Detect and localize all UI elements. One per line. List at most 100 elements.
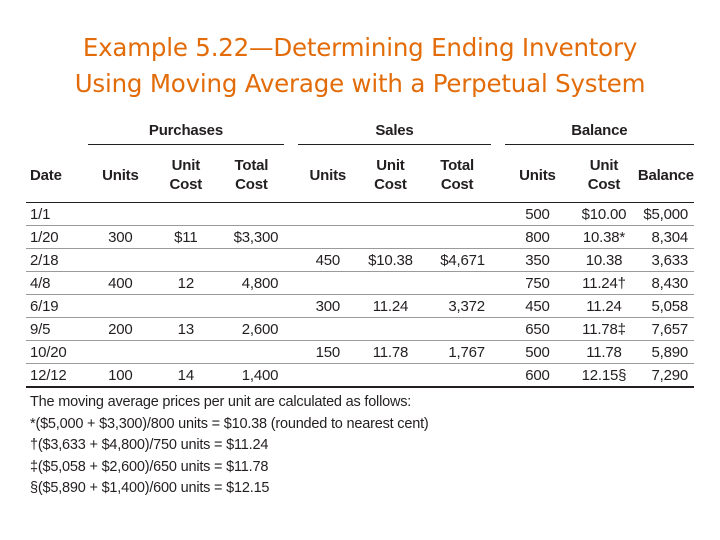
cell-p-unit-cost: 14 [177,366,194,384]
table-row: 4/8 400 12 4,800 750 11.24† 8,430 [26,272,694,295]
cell-b-unit-cost: $10.00 [581,205,627,223]
cell-s-units [298,318,358,341]
column-gap [284,249,298,272]
cell-p-units [88,203,153,226]
cell-p-total-cost [219,295,285,318]
cell-s-units: 150 [315,343,341,361]
cell-b-balance: 5,890 [651,343,688,361]
column-gap [491,272,505,295]
cell-b-unit-cost: 11.24 [586,297,622,315]
cell-s-units: 300 [315,297,341,315]
cell-p-units [88,249,153,272]
cell-s-unit-cost [358,226,424,249]
column-gap [284,318,298,341]
col-date: Date [30,166,62,184]
cell-b-balance: 3,633 [651,251,688,269]
group-sales: Sales [298,122,491,145]
cell-s-total-cost [423,272,491,295]
calculation-notes: The moving average prices per unit are c… [30,392,429,500]
note-line: †($3,633 + $4,800)/750 units = $11.24 [30,437,269,453]
cell-s-unit-cost [358,203,424,226]
column-header-row: Date Units Unit Cost Total Cost Units Un… [26,148,694,203]
cell-b-unit-cost: 12.15§ [581,366,627,384]
cell-b-balance: 7,657 [651,320,688,338]
note-line: *($5,000 + $3,300)/800 units = $10.38 (r… [30,415,429,432]
table-row: 1/1 500 $10.00 $5,000 [26,203,694,226]
column-gap [284,203,298,226]
cell-s-total-cost [423,364,491,388]
inventory-table: Purchases Sales Balance Date Units Unit … [26,118,694,388]
title-line-1: Example 5.22—Determining Ending Inventor… [82,33,638,62]
slide-title: Example 5.22—Determining Ending Inventor… [0,30,720,102]
cell-p-total-cost: $3,300 [233,228,279,246]
cell-b-unit-cost: 11.78‡ [582,320,626,338]
column-gap [491,341,505,364]
cell-s-units [298,203,358,226]
column-gap [284,364,298,388]
cell-date: 9/5 [30,320,51,338]
cell-p-units: 200 [108,320,133,338]
cell-b-unit-cost: 11.24† [582,274,626,292]
col-sales-total-cost: Total Cost [440,157,474,193]
column-gap [491,295,505,318]
cell-p-units [88,341,153,364]
col-balance-total: Balance [637,166,694,184]
table-row: 12/12 100 14 1,400 600 12.15§ 7,290 [26,364,694,388]
table-row: 9/5 200 13 2,600 650 11.78‡ 7,657 [26,318,694,341]
cell-s-unit-cost [358,272,424,295]
cell-b-unit-cost: 11.78 [586,343,622,361]
cell-p-total-cost: 1,400 [241,366,279,384]
column-gap [284,295,298,318]
cell-b-units: 350 [525,251,550,269]
notes-intro: The moving average prices per unit are c… [30,394,412,410]
group-balance: Balance [504,122,694,145]
cell-b-balance: 8,430 [651,274,688,292]
cell-b-units: 750 [525,274,550,292]
group-purchases: Purchases [87,122,285,145]
cell-p-units: 400 [108,274,133,292]
cell-p-unit-cost: 13 [177,320,194,338]
cell-b-units: 500 [525,343,550,361]
cell-date: 10/20 [30,343,67,361]
cell-b-units: 650 [525,320,550,338]
column-gap [284,272,298,295]
column-gap [491,249,505,272]
table-row: 1/20 300 $11 $3,300 800 10.38* 8,304 [26,226,694,249]
table-row: 6/19 300 11.24 3,372 450 11.24 5,058 [26,295,694,318]
col-balance-units: Units [519,166,556,184]
cell-p-total-cost [219,203,285,226]
cell-s-units: 450 [315,251,341,269]
note-line: ‡($5,058 + $2,600)/650 units = $11.78 [30,458,269,475]
cell-p-total-cost: 4,800 [241,274,279,292]
cell-date: 1/20 [30,228,59,246]
cell-b-units: 800 [525,228,550,246]
cell-b-unit-cost: 10.38 [585,251,623,269]
column-gap [284,226,298,249]
cell-s-total-cost [423,226,491,249]
cell-p-unit-cost: $11 [174,228,198,246]
cell-s-units [298,364,358,388]
cell-date: 2/18 [30,251,59,269]
col-sales-units: Units [309,166,347,184]
cell-s-unit-cost: $10.38 [368,251,413,269]
cell-p-unit-cost: 12 [177,274,194,292]
cell-b-balance: $5,000 [643,205,688,223]
cell-date: 6/19 [30,297,59,315]
cell-b-units: 450 [525,297,550,315]
column-gap [491,318,505,341]
col-purchase-unit-cost: Unit Cost [169,157,203,193]
cell-p-total-cost [219,249,285,272]
column-gap [491,226,505,249]
cell-p-unit-cost [153,203,218,226]
col-balance-unit-cost: Unit Cost [587,157,621,193]
cell-p-total-cost: 2,600 [241,320,279,338]
cell-b-units: 500 [525,205,550,223]
col-purchase-units: Units [102,166,139,184]
cell-p-units: 100 [108,366,133,384]
cell-p-units: 300 [108,228,133,246]
cell-date: 12/12 [30,366,67,384]
cell-p-unit-cost [153,249,218,272]
cell-s-units [298,226,358,249]
column-gap [491,364,505,388]
cell-b-balance: 5,058 [651,297,688,315]
